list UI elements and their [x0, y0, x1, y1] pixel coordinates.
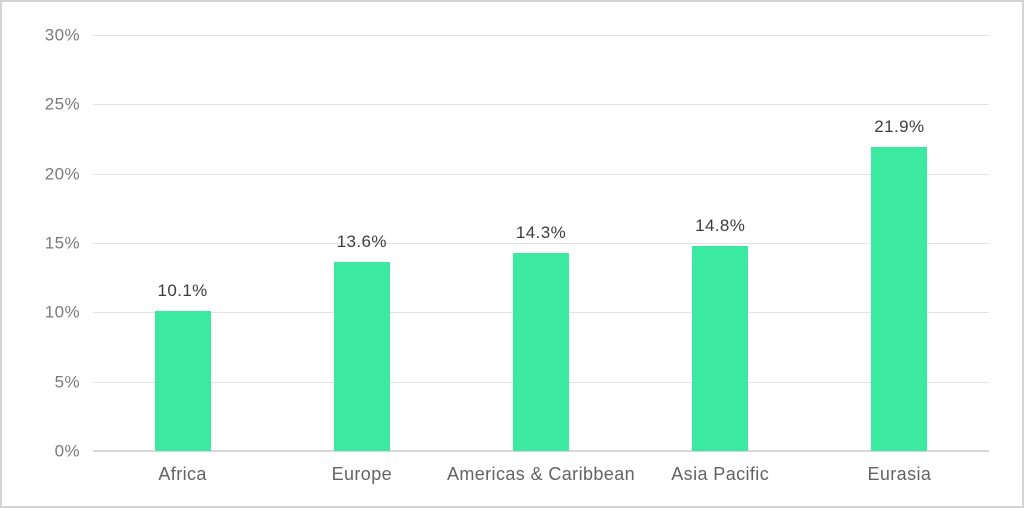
y-tick-label-10: 10%: [44, 302, 80, 322]
value-label-eurasia: 21.9%: [874, 117, 925, 137]
category-label-asia-pacific: Asia Pacific: [671, 464, 770, 484]
category-label-eurasia: Eurasia: [867, 464, 932, 484]
y-tick-label-0: 0%: [54, 441, 80, 461]
category-label-americas-caribbean: Americas & Caribbean: [446, 464, 636, 484]
gridline-30: [93, 35, 989, 36]
y-tick-label-5: 5%: [54, 372, 80, 392]
y-tick-label-30: 30%: [44, 25, 80, 45]
bar-africa: [154, 310, 211, 451]
value-label-africa: 10.1%: [157, 280, 208, 300]
bar-americas-caribbean: [513, 252, 569, 451]
value-label-asia-pacific: 14.8%: [695, 215, 746, 235]
gridline-15: [93, 243, 989, 244]
category-label-europe: Europe: [331, 464, 393, 484]
value-label-europe: 13.6%: [336, 232, 387, 252]
gridline-20: [93, 173, 989, 175]
bar-eurasia: [871, 147, 928, 451]
y-tick-label-20: 20%: [44, 164, 80, 184]
x-axis-baseline: [93, 450, 989, 452]
y-tick-label-25: 25%: [44, 94, 80, 114]
bar-europe: [333, 262, 390, 451]
gridline-25: [93, 104, 989, 106]
bar-asia-pacific: [692, 245, 749, 451]
category-label-africa: Africa: [158, 464, 207, 484]
y-tick-label-15: 15%: [44, 233, 80, 253]
value-label-americas-caribbean: 14.3%: [515, 222, 567, 242]
